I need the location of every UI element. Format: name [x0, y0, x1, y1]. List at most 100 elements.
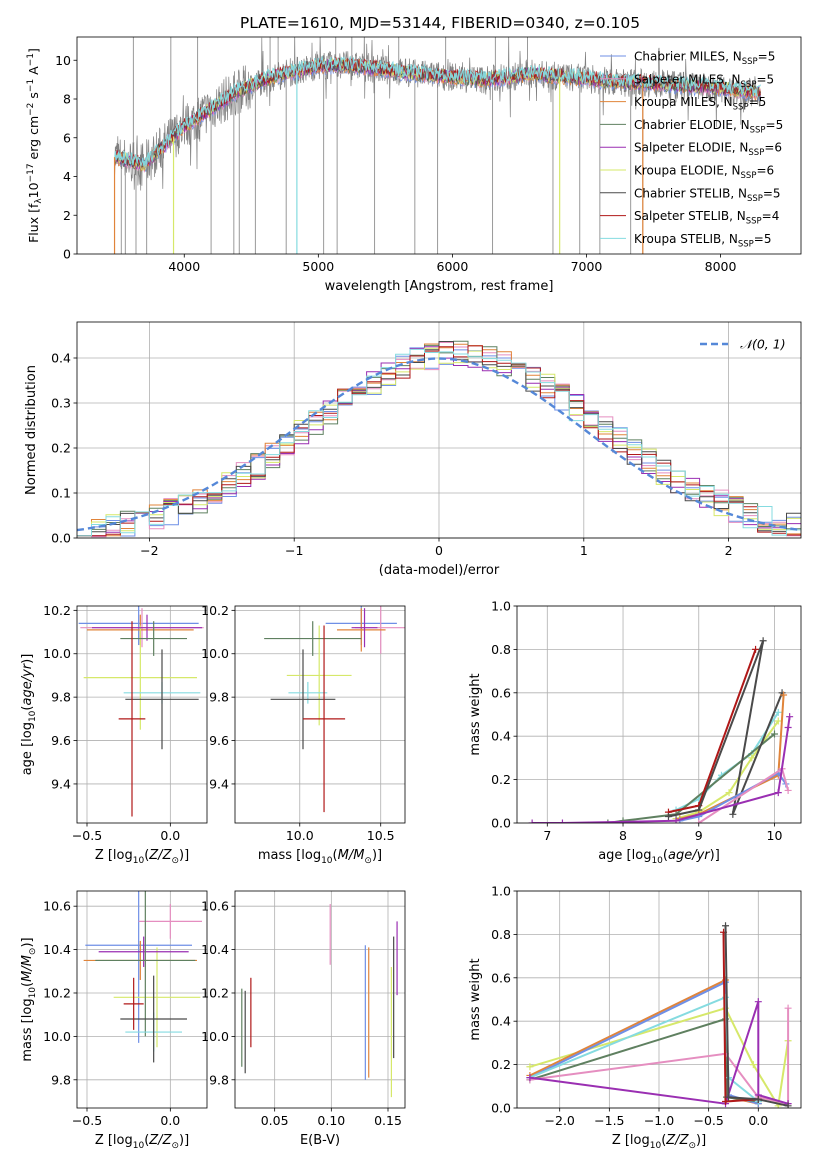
- x-axis-label-mass: mass [log10(M/M⊙)]: [258, 848, 382, 866]
- y-tick-label: 10.2: [43, 603, 71, 618]
- x-tick-label: 0.0: [160, 828, 180, 843]
- y-tick-label: 10.4: [201, 942, 229, 957]
- y-tick-label: 6: [63, 130, 71, 145]
- axes-frame-mass_weight_vs_age: [516, 605, 802, 824]
- y-tick-label: 9.8: [51, 1072, 71, 1087]
- weight-series-line: [607, 733, 776, 823]
- x-tick-label: 0.10: [317, 1113, 345, 1128]
- gaussian-curve: [77, 357, 801, 532]
- axes-frame-age_vs_Z: [76, 605, 208, 824]
- x-tick-label: −1.5: [594, 1113, 624, 1128]
- legend-label: Salpeter STELIB, NSSP=4: [634, 209, 779, 227]
- weight-marker: [526, 1063, 534, 1071]
- grid-mass_vs_ebv: [235, 891, 405, 1108]
- x-tick-label: 7000: [571, 259, 603, 274]
- panel-age_vs_mass: 10.0 10.5 9.4 9.6 9.8 10.0 10.2 mass [log10(M/M…: [201, 603, 406, 866]
- y-axis-label-residual: Normed distribution: [24, 365, 39, 495]
- weight-marker: [725, 789, 733, 797]
- y-axis-label-age: age [log10(age/yr)]: [20, 654, 38, 776]
- y-tick-label: 10.6: [201, 899, 229, 914]
- figure-title: PLATE=1610, MJD=53144, FIBERID=0340, z=0…: [240, 14, 640, 32]
- weight-marker: [604, 819, 612, 823]
- spectrum-model-line: [114, 57, 761, 169]
- panel-spectrum: 4000 5000 6000 7000 8000 0 2 4 6 8 10 Chabrier MILE…: [26, 36, 802, 294]
- plot-area-residual_histogram: [77, 340, 801, 538]
- weight-marker: [786, 713, 794, 721]
- y-axis-label-mass-weight: mass weight: [468, 958, 483, 1040]
- plot-area-mass_vs_ebv: [241, 904, 398, 1098]
- panel-age_vs_Z: −0.5 0.0 9.4 9.6 9.8 10.0 10.2 Z [log10(Z/Z⊙)] a…: [20, 603, 208, 866]
- plot-area-spectrum: [113, 37, 761, 254]
- x-tick-label: −0.5: [693, 1113, 723, 1128]
- legend-label: Chabrier ELODIE, NSSP=5: [634, 118, 783, 136]
- y-tick-label: 10.0: [201, 1029, 229, 1044]
- y-tick-label: 0.4: [51, 351, 71, 366]
- weight-marker: [784, 786, 792, 794]
- x-tick-label: 6000: [437, 259, 469, 274]
- y-tick-label: 10.0: [43, 1029, 71, 1044]
- x-tick-label: −1.0: [644, 1113, 674, 1128]
- y-tick-label: 0.2: [491, 772, 511, 787]
- y-tick-label: 10.2: [201, 985, 229, 1000]
- y-tick-label: 9.4: [51, 776, 71, 791]
- axes-frame-residual: [76, 321, 802, 539]
- weight-marker: [754, 998, 762, 1006]
- y-tick-label: 0.2: [51, 441, 71, 456]
- legend-label: Chabrier MILES, NSSP=5: [634, 50, 775, 68]
- y-tick-label: 10.0: [201, 646, 229, 661]
- weight-marker: [754, 1095, 762, 1103]
- x-tick-label: −2: [140, 543, 158, 558]
- y-tick-label: 0.3: [51, 396, 71, 411]
- y-tick-label: 8: [63, 92, 71, 107]
- weight-marker: [664, 812, 672, 820]
- x-tick-label: 0.15: [374, 1113, 402, 1128]
- plot-area-mass_weight_vs_Z: [526, 922, 792, 1108]
- plot-area-mass_weight_vs_age: [528, 637, 794, 823]
- x-tick-label: −2.0: [545, 1113, 575, 1128]
- weight-series-line: [724, 925, 789, 1107]
- y-tick-label: 0.0: [491, 816, 511, 831]
- weight-marker: [722, 922, 730, 930]
- x-tick-label: 8000: [705, 259, 737, 274]
- weight-marker: [722, 993, 730, 1001]
- weight-marker: [749, 1061, 757, 1069]
- axes-frame-mass_vs_ebv: [234, 890, 406, 1109]
- y-tick-label: 0.2: [491, 1057, 511, 1072]
- x-tick-label: −0.5: [72, 1113, 102, 1128]
- x-axis-label-ebv: E(B-V): [300, 1133, 340, 1148]
- x-axis-label-Z-weight: Z [log10(Z/Z⊙)]: [612, 1133, 706, 1151]
- x-axis-label-spectrum: wavelength [Angstrom, rest frame]: [325, 279, 554, 294]
- weight-series-line: [529, 1017, 759, 1103]
- x-tick-label: −1: [285, 543, 303, 558]
- grid-mass_vs_Z: [77, 891, 207, 1108]
- weight-marker: [752, 645, 760, 653]
- weight-marker: [526, 1074, 534, 1082]
- y-tick-label: 10: [55, 53, 71, 68]
- y-tick-label: 10.2: [43, 985, 71, 1000]
- y-tick-label: 9.6: [209, 733, 229, 748]
- weight-marker: [725, 1093, 733, 1101]
- x-axis-label-residual: (data-model)/error: [379, 563, 500, 578]
- x-tick-label: 0.0: [160, 1113, 180, 1128]
- y-axis-label-mass-weight: mass weight: [468, 673, 483, 755]
- grid-age_vs_Z: [77, 606, 207, 823]
- y-axis-label-mass: mass [log10(M/M⊙)]: [20, 937, 38, 1061]
- y-tick-label: 9.4: [209, 776, 229, 791]
- x-tick-label: 1: [580, 543, 588, 558]
- weight-marker: [748, 754, 756, 762]
- weight-marker: [784, 1102, 792, 1108]
- y-tick-label: 10.2: [201, 603, 229, 618]
- y-tick-label: 1.0: [491, 599, 511, 614]
- legend-label: Salpeter ELODIE, NSSP=6: [634, 141, 782, 159]
- spectrum-model-line: [113, 55, 761, 167]
- weight-marker: [774, 789, 782, 797]
- y-tick-label: 0.8: [491, 927, 511, 942]
- y-tick-label: 2: [63, 208, 71, 223]
- y-tick-label: 0.1: [51, 486, 71, 501]
- histogram-step-line: [77, 345, 801, 537]
- axes-frame-age_vs_mass: [234, 605, 406, 824]
- weight-marker: [774, 708, 782, 716]
- x-axis-label-age: age [log10(age/yr)]: [598, 848, 720, 866]
- weight-marker: [774, 717, 782, 725]
